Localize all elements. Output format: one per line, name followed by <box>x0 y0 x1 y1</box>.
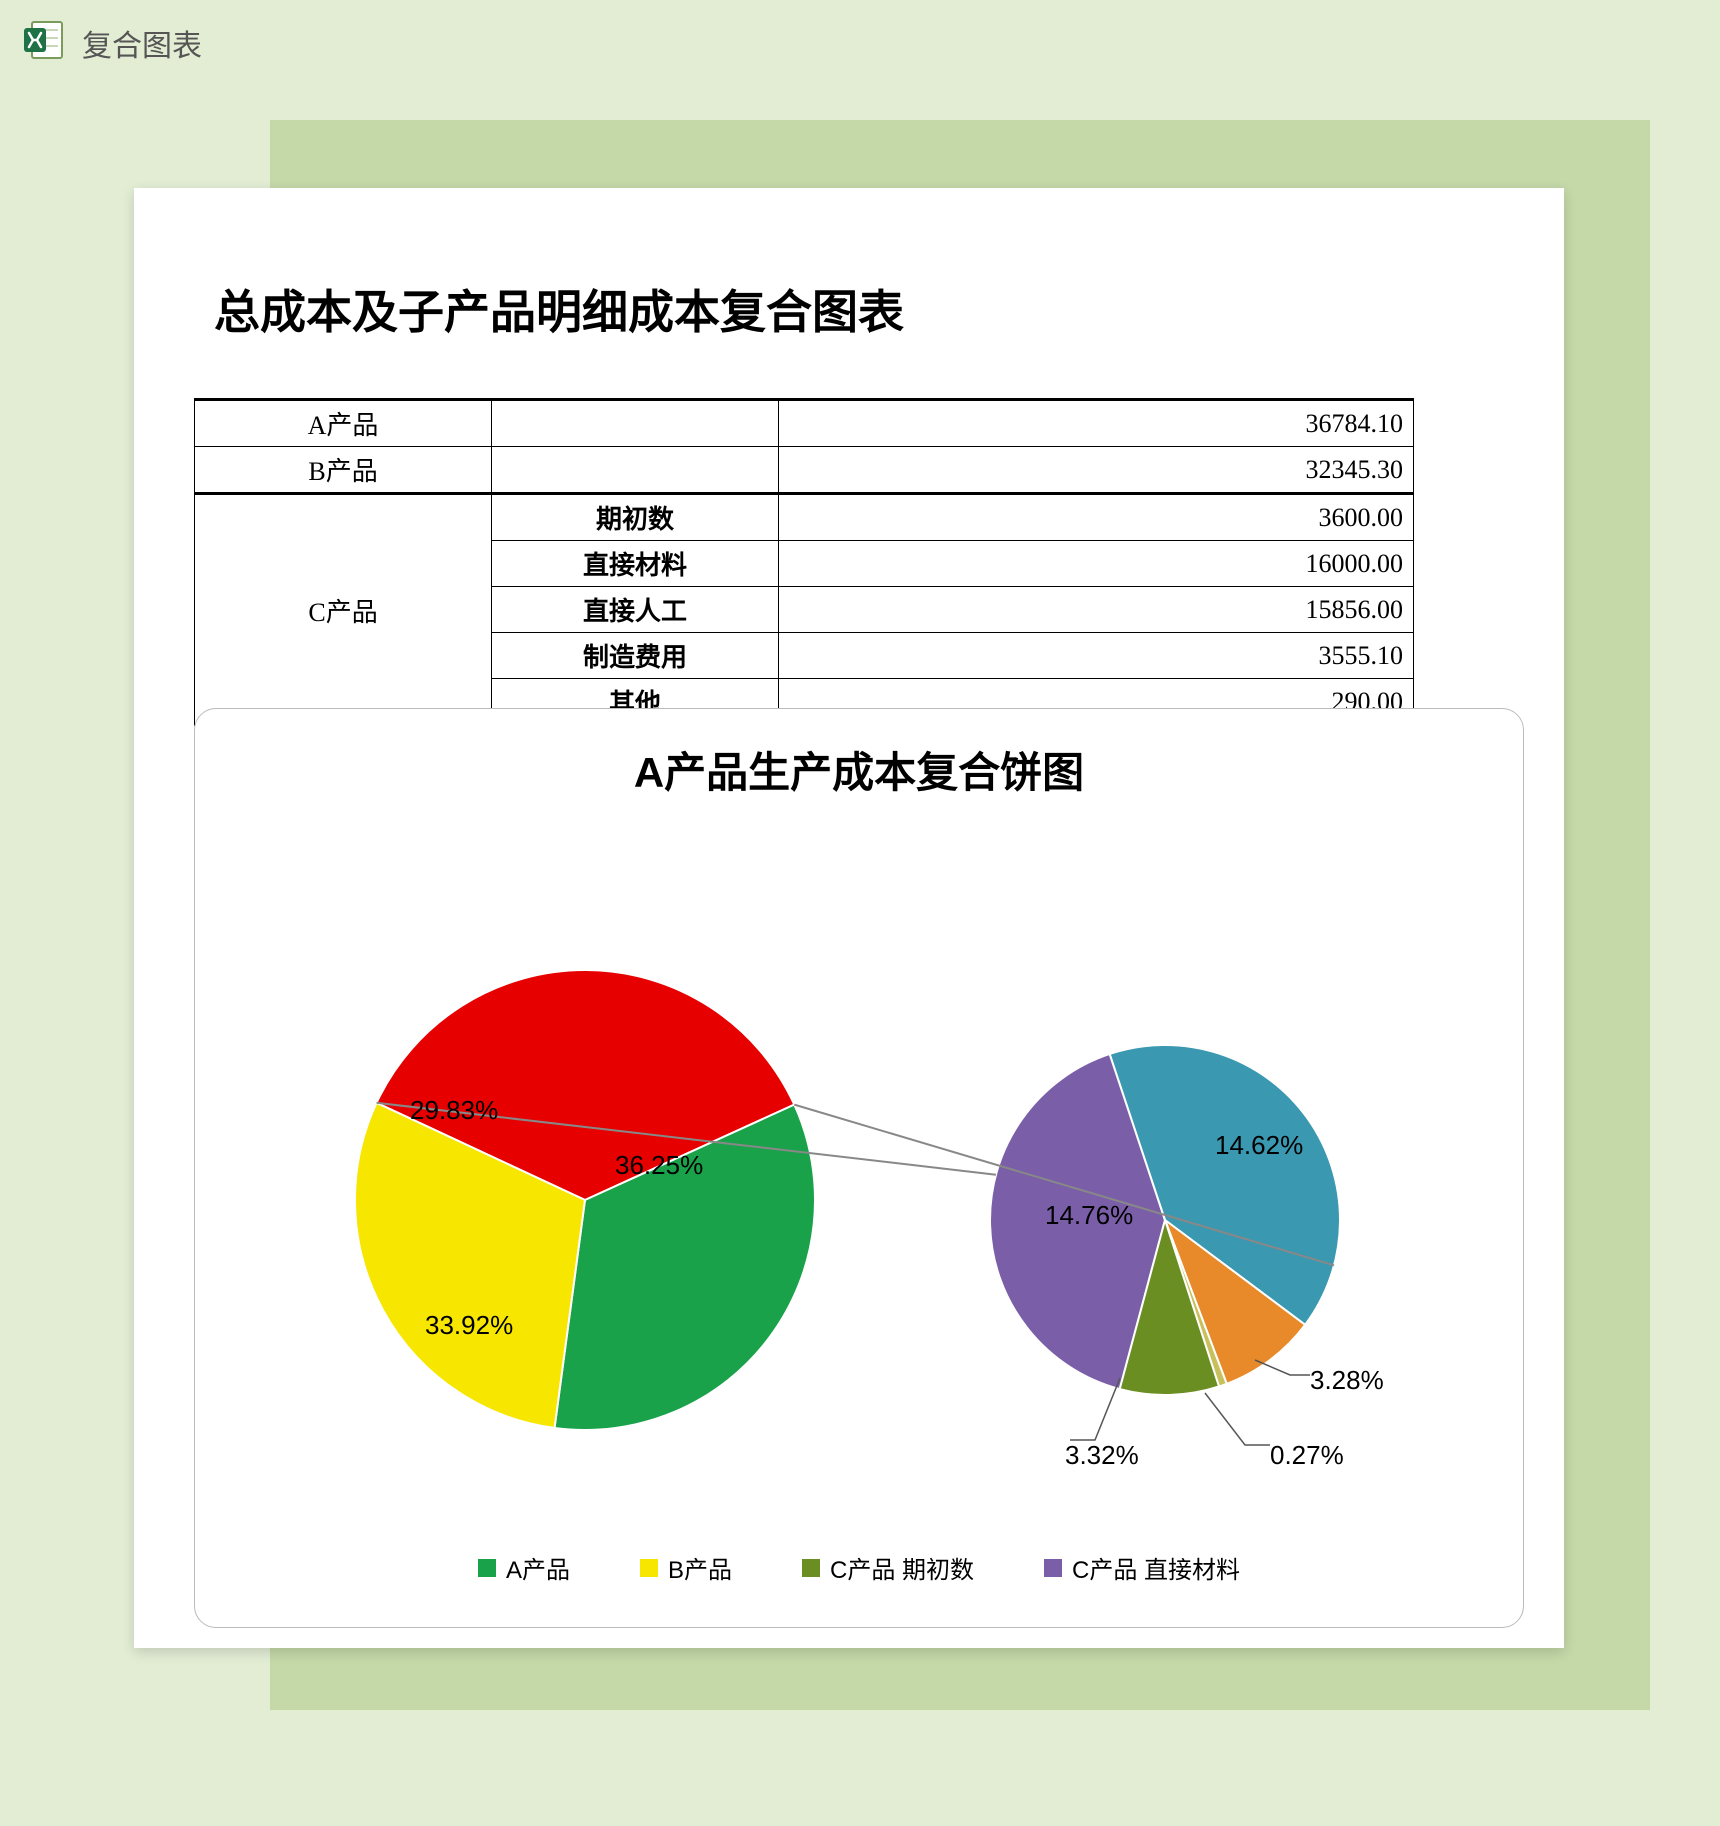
table-row: B产品 32345.30 <box>195 447 1414 494</box>
row-label: B产品 <box>195 447 492 494</box>
row-label-c: C产品 <box>195 494 492 726</box>
legend-label: B产品 <box>668 1550 732 1585</box>
legend-item: B产品 <box>640 1550 732 1585</box>
chart-title: A产品生产成本复合饼图 <box>195 739 1523 800</box>
row-category <box>492 447 779 494</box>
pct-label: 3.28% <box>1310 1365 1384 1396</box>
pct-label: 33.92% <box>425 1310 513 1341</box>
table-row: A产品 36784.10 <box>195 400 1414 447</box>
row-category: 直接材料 <box>492 541 779 587</box>
row-value: 3555.10 <box>778 633 1413 679</box>
legend-swatch <box>802 1559 820 1577</box>
row-value: 16000.00 <box>778 541 1413 587</box>
pct-label: 3.32% <box>1065 1440 1139 1471</box>
pct-label: 14.76% <box>1045 1200 1133 1231</box>
table-row: C产品 期初数 3600.00 <box>195 494 1414 541</box>
legend-label: A产品 <box>506 1550 570 1585</box>
pct-label: 0.27% <box>1270 1440 1344 1471</box>
row-category: 制造费用 <box>492 633 779 679</box>
excel-icon <box>22 18 66 67</box>
row-label: A产品 <box>195 400 492 447</box>
row-value: 15856.00 <box>778 587 1413 633</box>
app-header: 复合图表 <box>22 18 202 67</box>
legend-label: C产品 直接材料 <box>1072 1550 1240 1585</box>
chart-plot-area: 36.25% 33.92% 29.83% 14.76% 14.62% 3.28%… <box>195 800 1523 1540</box>
row-category: 期初数 <box>492 494 779 541</box>
legend-item: C产品 直接材料 <box>1044 1550 1240 1585</box>
legend-item: C产品 期初数 <box>802 1550 974 1585</box>
pct-label: 14.62% <box>1215 1130 1303 1161</box>
row-value: 3600.00 <box>778 494 1413 541</box>
pct-label: 29.83% <box>410 1095 498 1126</box>
row-category <box>492 400 779 447</box>
row-value: 36784.10 <box>778 400 1413 447</box>
header-title: 复合图表 <box>82 21 202 65</box>
legend-label: C产品 期初数 <box>830 1550 974 1585</box>
row-category: 直接人工 <box>492 587 779 633</box>
legend-swatch <box>1044 1559 1062 1577</box>
legend-swatch <box>640 1559 658 1577</box>
report-panel: 总成本及子产品明细成本复合图表 A产品 36784.10 B产品 32345.3… <box>134 188 1564 1648</box>
legend-item: A产品 <box>478 1550 570 1585</box>
pie-of-pie-chart: A产品生产成本复合饼图 36.25% 33.92% 29.83% 14.76% … <box>194 708 1524 1628</box>
row-value: 32345.30 <box>778 447 1413 494</box>
legend-swatch <box>478 1559 496 1577</box>
chart-legend: A产品 B产品 C产品 期初数 C产品 直接材料 <box>195 1550 1523 1585</box>
report-title: 总成本及子产品明细成本复合图表 <box>214 276 904 342</box>
cost-table: A产品 36784.10 B产品 32345.30 C产品 期初数 3600.0… <box>194 398 1414 727</box>
chart-svg <box>195 800 1525 1540</box>
pct-label: 36.25% <box>615 1150 703 1181</box>
